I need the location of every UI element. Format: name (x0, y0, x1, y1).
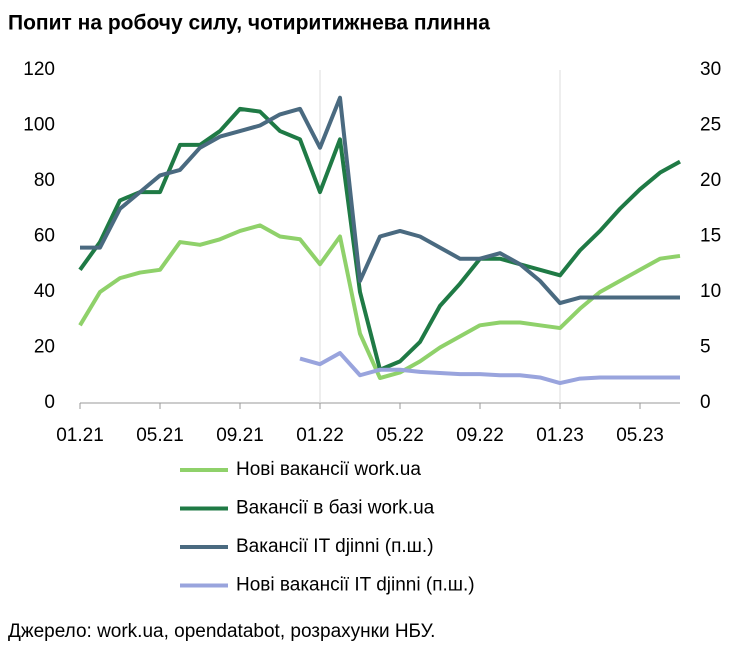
series-line (80, 95, 680, 306)
x-tick-label: 01.22 (296, 425, 344, 446)
legend-label: Вакансії в базі work.ua (236, 498, 435, 519)
series-line (299, 351, 680, 386)
y-tick-label: 120 (23, 59, 55, 80)
series-line (78, 223, 681, 381)
y-tick-label: 100 (23, 115, 55, 136)
y-tick-label: 20 (34, 337, 55, 358)
x-tick-label: 05.22 (376, 425, 424, 446)
x-tick-label: 05.23 (616, 425, 664, 446)
y2-tick-label: 20 (700, 170, 721, 191)
y-tick-label: 80 (34, 170, 55, 191)
legend-label: Нові вакансії work.ua (236, 459, 421, 480)
y2-tick-label: 10 (700, 281, 721, 302)
y2-tick-label: 15 (700, 226, 721, 247)
y-tick-label: 60 (34, 226, 55, 247)
y2-tick-label: 30 (700, 59, 721, 80)
x-tick-label: 01.23 (536, 425, 584, 446)
y-tick-label: 40 (34, 281, 55, 302)
x-tick-label: 09.21 (216, 425, 264, 446)
x-tick-label: 05.21 (136, 425, 184, 446)
x-tick-label: 09.22 (456, 425, 504, 446)
source-note: Джерело: work.ua, opendatabot, розрахунк… (8, 621, 435, 642)
legend-label: Нові вакансії IT djinni (п.ш.) (236, 575, 475, 596)
y2-tick-label: 25 (700, 115, 721, 136)
y2-tick-label: 5 (700, 337, 711, 358)
x-tick-label: 01.21 (56, 425, 104, 446)
chart-title: Попит на робочу силу, чотиритижнева плин… (8, 12, 490, 35)
y2-tick-label: 0 (700, 392, 711, 413)
y-tick-label: 0 (44, 392, 55, 413)
legend-label: Вакансії IT djinni (п.ш.) (236, 536, 434, 557)
